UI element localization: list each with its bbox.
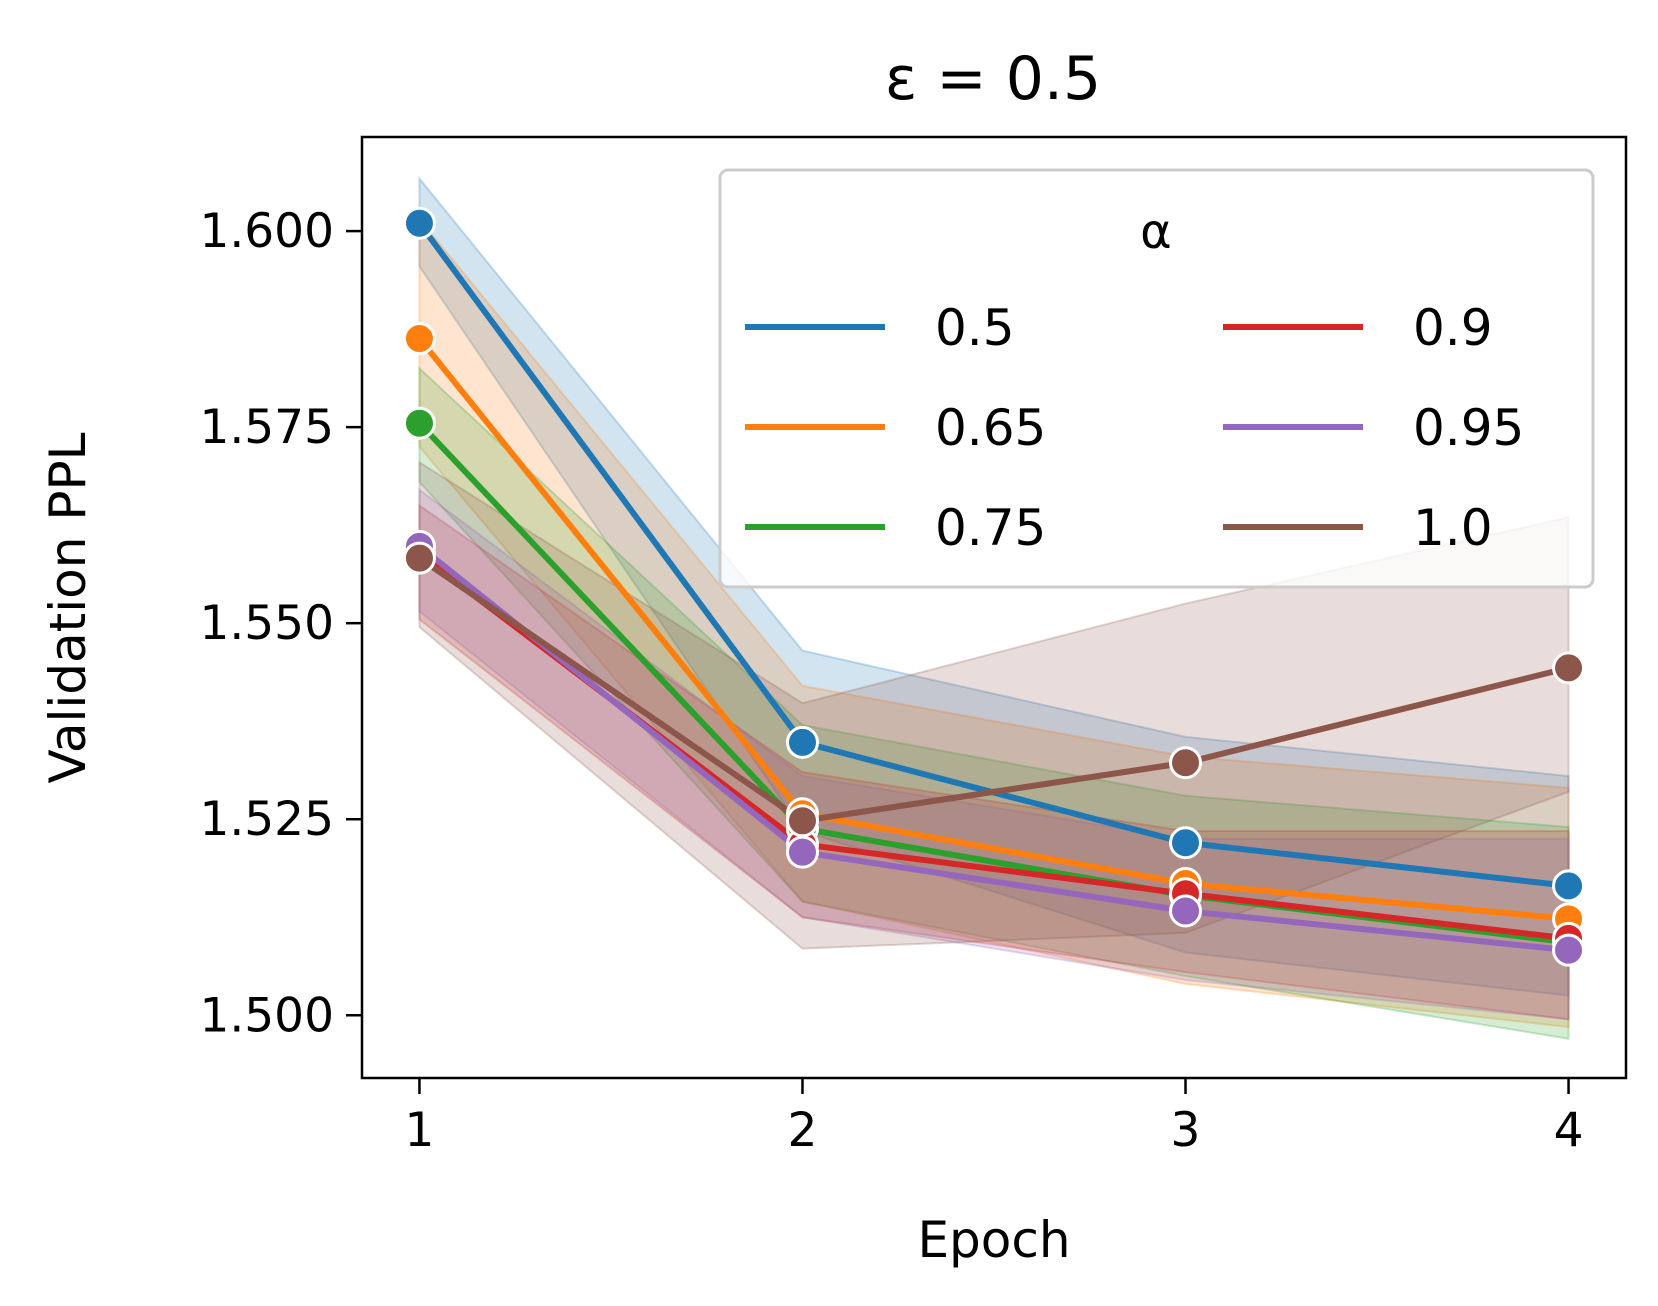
x-tick-label: 2 [788, 1103, 818, 1158]
legend-label: 0.75 [935, 499, 1046, 557]
x-tick-label: 1 [405, 1103, 435, 1158]
marker-series-4-epoch-4 [1552, 933, 1586, 967]
y-tick-label: 1.525 [199, 792, 334, 847]
legend-label: 1.0 [1413, 499, 1493, 557]
legend-box [718, 168, 1595, 589]
ci-band-series-0 [418, 175, 1570, 997]
marker-series-2-epoch-1 [402, 406, 436, 440]
marker-series-4-epoch-2 [785, 835, 819, 869]
line-series-4 [416, 543, 1572, 954]
x-tick-label: 3 [1171, 1103, 1201, 1158]
marker-series-4-epoch-3 [1169, 894, 1203, 928]
ci-band-series-1 [418, 216, 1570, 1029]
chart-title: ε = 0.5 [885, 44, 1101, 114]
line-series-1 [416, 335, 1572, 922]
legend-item-5: 1.0 [1223, 499, 1493, 557]
legend-label: 0.65 [935, 399, 1046, 457]
marker-series-0-epoch-4 [1552, 869, 1586, 903]
legend: α 0.5 0.65 0.75 0.9 0.95 1.0 [718, 168, 1595, 589]
marker-series-0-epoch-2 [785, 725, 819, 759]
legend-items: 0.5 0.65 0.75 0.9 0.95 1.0 [745, 299, 1524, 557]
marker-series-5-epoch-4 [1552, 651, 1586, 685]
line-series-5 [416, 555, 1572, 824]
marker-series-5-epoch-2 [785, 804, 819, 838]
plot-frame [360, 135, 1628, 1080]
marker-series-5-epoch-3 [1169, 746, 1203, 780]
ci-band-series-2 [418, 366, 1570, 1040]
y-tick-label: 1.600 [199, 204, 334, 259]
marker-series-0-epoch-3 [1169, 826, 1203, 860]
legend-label: 0.5 [935, 299, 1015, 357]
x-tick-label: 4 [1554, 1103, 1584, 1158]
legend-item-2: 0.75 [745, 499, 1046, 557]
legend-item-3: 0.9 [1223, 299, 1493, 357]
legend-label: 0.95 [1413, 399, 1524, 457]
marker-series-0-epoch-1 [402, 206, 436, 240]
x-axis-ticks: 1 2 3 4 [405, 1078, 1584, 1158]
legend-item-4: 0.95 [1223, 399, 1524, 457]
legend-item-1: 0.65 [745, 399, 1046, 457]
y-axis-label: Validation PPL [39, 432, 97, 783]
y-tick-label: 1.550 [199, 596, 334, 651]
series-markers [402, 206, 1586, 967]
x-axis-label: Epoch [917, 1211, 1070, 1269]
y-axis-ticks: 1.500 1.525 1.550 1.575 1.600 [199, 204, 362, 1043]
marker-series-5-epoch-1 [402, 541, 436, 575]
ci-band-series-4 [418, 487, 1570, 1021]
y-tick-label: 1.500 [199, 988, 334, 1043]
legend-label: 0.9 [1413, 299, 1493, 357]
legend-title: α [1140, 204, 1172, 260]
y-tick-label: 1.575 [199, 400, 334, 455]
legend-item-0: 0.5 [745, 299, 1015, 357]
series-lines [416, 220, 1572, 954]
marker-series-1-epoch-1 [402, 322, 436, 356]
